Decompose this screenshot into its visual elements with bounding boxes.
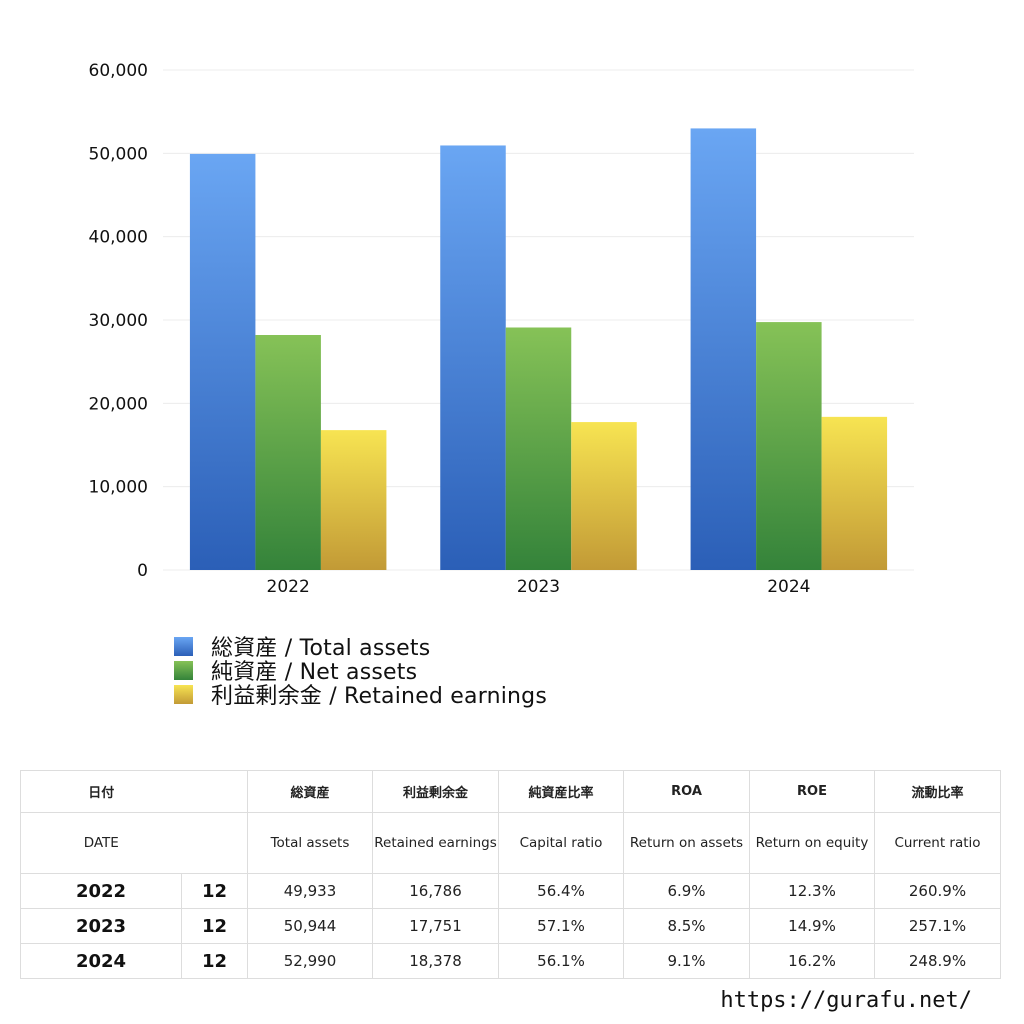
legend-item-net-assets: 純資産 / Net assets <box>174 658 547 685</box>
table-header-row-jp: 日付 総資産 利益剰余金 純資産比率 ROA ROE 流動比率 <box>20 770 1001 813</box>
row-capital-ratio: 56.4% <box>498 873 624 909</box>
y-tick-label: 60,000 <box>89 61 148 81</box>
row-capital-ratio: 57.1% <box>498 908 624 944</box>
legend-label-total-assets: 総資産 / Total assets <box>211 636 431 661</box>
x-tick-label: 2022 <box>267 577 310 597</box>
row-capital-ratio: 56.1% <box>498 943 624 979</box>
row-total-assets: 50,944 <box>247 908 373 944</box>
legend-swatch-total-assets <box>174 636 193 656</box>
header-roe-en: Return on equity <box>749 812 875 874</box>
bar-total-assets-2023 <box>440 145 506 570</box>
header-date-jp: 日付 <box>20 770 182 813</box>
header-roe-jp: ROE <box>749 770 875 813</box>
row-roe: 14.9% <box>749 908 875 944</box>
header-total-assets-jp: 総資産 <box>247 770 373 813</box>
header-month-blank <box>181 770 248 813</box>
row-roa: 8.5% <box>623 908 750 944</box>
bar-retained-earnings-2023 <box>571 422 637 570</box>
financial-table: 日付 総資産 利益剰余金 純資産比率 ROA ROE 流動比率 DATE Tot… <box>20 770 1001 979</box>
x-tick-label: 2024 <box>767 577 810 597</box>
y-tick-label: 10,000 <box>89 478 148 498</box>
row-current-ratio: 257.1% <box>874 908 1001 944</box>
header-current-ratio-en: Current ratio <box>874 812 1001 874</box>
header-capital-ratio-en: Capital ratio <box>498 812 624 874</box>
row-roe: 12.3% <box>749 873 875 909</box>
row-roa: 6.9% <box>623 873 750 909</box>
bar-net-assets-2023 <box>505 327 572 570</box>
row-roa: 9.1% <box>623 943 750 979</box>
row-retained-earnings: 18,378 <box>372 943 499 979</box>
header-date-en: DATE <box>20 812 182 874</box>
bar-net-assets-2022 <box>255 335 321 570</box>
y-tick-label: 20,000 <box>89 394 148 414</box>
row-current-ratio: 248.9% <box>874 943 1001 979</box>
row-year: 2022 <box>20 873 182 909</box>
legend-swatch-retained-earnings <box>174 684 193 704</box>
row-month: 12 <box>181 873 248 909</box>
legend-label-retained-earnings: 利益剰余金 / Retained earnings <box>211 684 547 709</box>
legend-swatch-net-assets <box>174 660 193 680</box>
y-tick-label: 50,000 <box>89 144 148 164</box>
chart-legend: 総資産 / Total assets 純資産 / Net assets 利益剰余… <box>174 634 547 709</box>
row-total-assets: 49,933 <box>247 873 373 909</box>
bar-total-assets-2024 <box>690 128 757 570</box>
y-tick-label: 0 <box>137 561 148 581</box>
legend-item-retained-earnings: 利益剰余金 / Retained earnings <box>174 682 547 709</box>
row-month: 12 <box>181 943 248 979</box>
row-total-assets: 52,990 <box>247 943 373 979</box>
site-url[interactable]: https://gurafu.net/ <box>720 988 972 1013</box>
bar-net-assets-2024 <box>756 322 822 570</box>
row-retained-earnings: 16,786 <box>372 873 499 909</box>
x-tick-label: 2023 <box>517 577 560 597</box>
row-month: 12 <box>181 908 248 944</box>
row-retained-earnings: 17,751 <box>372 908 499 944</box>
row-roe: 16.2% <box>749 943 875 979</box>
bar-chart: 0 10,000 20,000 30,000 40,000 50,000 60,000 202… <box>89 61 914 597</box>
legend-item-total-assets: 総資産 / Total assets <box>174 634 547 661</box>
header-month-blank-en <box>181 812 248 874</box>
header-roa-en: Return on assets <box>623 812 750 874</box>
y-tick-label: 40,000 <box>89 228 148 248</box>
table-row: 2022 12 49,933 16,786 56.4% 6.9% 12.3% 2… <box>20 873 1001 909</box>
bar-retained-earnings-2024 <box>821 416 888 570</box>
legend-label-net-assets: 純資産 / Net assets <box>211 660 418 685</box>
header-current-ratio-jp: 流動比率 <box>874 770 1001 813</box>
header-total-assets-en: Total assets <box>247 812 373 874</box>
table-row: 2024 12 52,990 18,378 56.1% 9.1% 16.2% 2… <box>20 943 1001 979</box>
row-year: 2024 <box>20 943 182 979</box>
header-retained-earnings-en: Retained earnings <box>372 812 499 874</box>
table-header-row-en: DATE Total assets Retained earnings Capi… <box>20 812 1001 874</box>
row-current-ratio: 260.9% <box>874 873 1001 909</box>
header-capital-ratio-jp: 純資産比率 <box>498 770 624 813</box>
table-row: 2023 12 50,944 17,751 57.1% 8.5% 14.9% 2… <box>20 908 1001 944</box>
y-tick-label: 30,000 <box>89 311 148 331</box>
row-year: 2023 <box>20 908 182 944</box>
header-roa-jp: ROA <box>623 770 750 813</box>
bar-total-assets-2022 <box>189 153 256 570</box>
bar-retained-earnings-2022 <box>320 430 387 570</box>
header-retained-earnings-jp: 利益剰余金 <box>372 770 499 813</box>
